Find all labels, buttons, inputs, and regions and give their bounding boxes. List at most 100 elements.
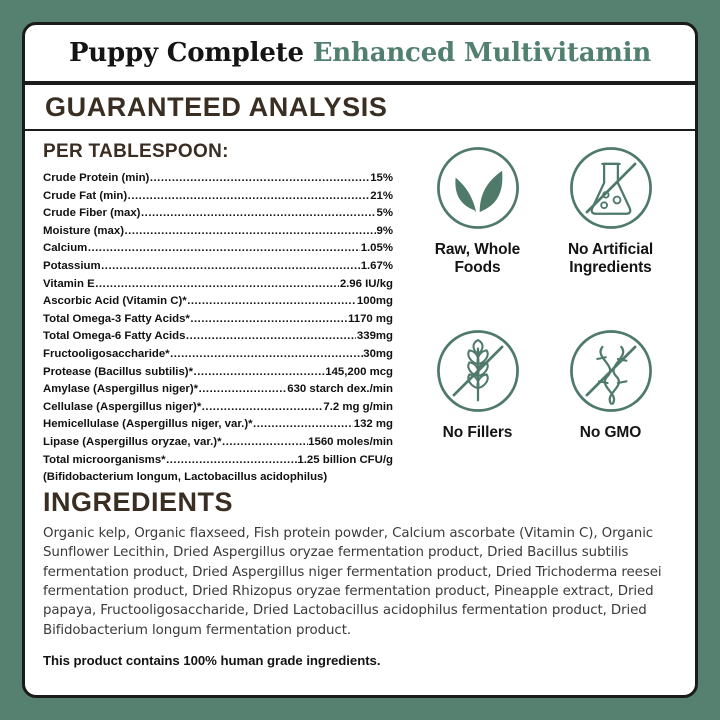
badge-label-line1: No GMO: [579, 423, 642, 441]
analysis-nutrient-value: 1.25 billion CFU/g: [297, 453, 393, 466]
analysis-nutrient-name: Calcium: [43, 242, 88, 255]
dot-leader: ........................................…: [190, 312, 348, 325]
analysis-row: Crude Fiber (max).......................…: [43, 205, 393, 223]
dot-leader: ........................................…: [170, 347, 363, 360]
dot-leader: ........................................…: [198, 383, 287, 396]
analysis-row: Total microorganisms*...................…: [43, 452, 393, 470]
dot-leader: ........................................…: [201, 400, 323, 413]
analysis-row: Hemicellulase (Aspergillus niger, var.)*…: [43, 416, 393, 434]
analysis-nutrient-value: 132 mg: [353, 418, 393, 431]
dot-leader: ........................................…: [140, 207, 376, 220]
analysis-row: Lipase (Aspergillus oryzae, var.)*......…: [43, 434, 393, 452]
analysis-row: Fructooligosaccharide*..................…: [43, 346, 393, 364]
analysis-row: Potassium...............................…: [43, 258, 393, 276]
badge-label-line2: Ingredients: [569, 259, 652, 276]
guaranteed-analysis-footnote: (Bifidobacterium longum, Lactobacillus a…: [43, 471, 328, 484]
no-dna-icon: [568, 328, 654, 419]
analysis-nutrient-value: 21%: [370, 189, 393, 202]
supplement-label-card: Puppy Complete Enhanced Multivitamin GUA…: [22, 22, 698, 698]
badge-label-line1: No Fillers: [442, 423, 513, 441]
badge-raw-whole-foods: Raw, Whole Foods: [411, 145, 544, 322]
badge-label-line1: No Artificial: [567, 241, 654, 258]
dot-leader: ........................................…: [185, 330, 356, 343]
product-title-band: Puppy Complete Enhanced Multivitamin: [25, 25, 695, 85]
dot-leader: ........................................…: [101, 259, 361, 272]
no-wheat-icon: [435, 328, 521, 419]
badge-no-fillers: No Fillers: [411, 328, 544, 487]
badge-label: No Artificial Ingredients: [568, 241, 653, 277]
product-name: Puppy Complete: [68, 38, 304, 68]
guaranteed-analysis-band: GUARANTEED ANALYSIS: [25, 85, 695, 131]
analysis-row: Moisture (max)..........................…: [43, 223, 393, 241]
analysis-nutrient-name: Lipase (Aspergillus oryzae, var.)*: [43, 435, 222, 448]
analysis-nutrient-value: 15%: [370, 172, 393, 184]
analysis-nutrient-name: Crude Fat (min): [43, 189, 128, 202]
analysis-nutrient-value: 339mg: [356, 330, 393, 343]
analysis-nutrient-value: 1.05%: [360, 242, 393, 255]
analysis-nutrient-value: 30mg: [363, 347, 393, 360]
label-body: PER TABLESPOON: Crude Protein (min).....…: [25, 131, 695, 695]
ingredients-body: Organic kelp, Organic flaxseed, Fish pro…: [43, 525, 662, 638]
dot-leader: ........................................…: [127, 189, 370, 202]
badge-label: No GMO: [579, 423, 642, 442]
page-title: Puppy Complete Enhanced Multivitamin: [69, 38, 651, 68]
guaranteed-analysis-list: Crude Protein (min).....................…: [43, 170, 393, 469]
badge-label: No Fillers: [443, 424, 513, 442]
guaranteed-analysis-heading: GUARANTEED ANALYSIS: [45, 91, 388, 122]
ingredients-footnote: This product contains 100% human grade i…: [43, 653, 381, 669]
analysis-nutrient-name: Total Omega-6 Fatty Acids: [43, 330, 186, 343]
dot-leader: ........................................…: [222, 435, 308, 448]
analysis-row: Ascorbic Acid (Vitamin C)*..............…: [43, 293, 393, 311]
analysis-row: Total Omega-3 Fatty Acids*..............…: [43, 311, 393, 329]
analysis-row: Calcium.................................…: [43, 240, 393, 258]
analysis-nutrient-name: Protease (Bacillus subtilis)*: [43, 365, 194, 378]
analysis-row: Protease (Bacillus subtilis)*...........…: [43, 364, 393, 382]
analysis-nutrient-value: 1560 moles/min: [308, 435, 393, 448]
analysis-nutrient-name: Potassium: [43, 259, 101, 272]
analysis-nutrient-value: 100mg: [356, 295, 393, 308]
analysis-nutrient-name: Crude Fiber (max): [43, 207, 141, 220]
analysis-row: Crude Protein (min).....................…: [43, 170, 393, 188]
no-flask-icon: [568, 145, 654, 236]
analysis-row: Crude Fat (min).........................…: [43, 188, 393, 206]
analysis-nutrient-name: Ascorbic Acid (Vitamin C)*: [43, 295, 187, 308]
analysis-nutrient-value: 1170 mg: [348, 312, 393, 325]
dot-leader: ........................................…: [253, 418, 354, 431]
analysis-row: Vitamin E...............................…: [43, 276, 393, 294]
dot-leader: ........................................…: [166, 453, 297, 466]
badge-label-line2: Foods: [454, 259, 501, 276]
analysis-nutrient-value: 630 starch dex./min: [287, 383, 393, 396]
dot-leader: ........................................…: [87, 242, 361, 255]
analysis-nutrient-name: Cellulase (Aspergillus niger)*: [43, 400, 202, 413]
analysis-and-badges-row: PER TABLESPOON: Crude Protein (min).....…: [43, 131, 677, 487]
analysis-column: PER TABLESPOON: Crude Protein (min).....…: [43, 141, 393, 487]
analysis-nutrient-value: 7.2 mg g/min: [323, 400, 393, 413]
badge-no-artificial-ingredients: No Artificial Ingredients: [544, 145, 677, 322]
badge-label: Raw, Whole Foods: [434, 241, 521, 277]
dot-leader: ........................................…: [149, 172, 370, 184]
analysis-nutrient-name: Fructooligosaccharide*: [43, 347, 170, 360]
analysis-nutrient-name: Vitamin E: [43, 277, 95, 290]
product-subtitle: Enhanced Multivitamin: [312, 38, 652, 68]
analysis-nutrient-name: Total Omega-3 Fatty Acids*: [43, 312, 190, 325]
ingredients-section: INGREDIENTS Organic kelp, Organic flaxse…: [43, 487, 677, 672]
analysis-nutrient-name: Moisture (max): [43, 224, 125, 237]
dot-leader: ........................................…: [187, 295, 356, 308]
dot-leader: ........................................…: [124, 224, 377, 237]
analysis-nutrient-value: 9%: [376, 224, 393, 237]
certification-badges: Raw, Whole Foods: [393, 141, 677, 487]
badge-label-line1: Raw, Whole: [434, 241, 521, 258]
analysis-nutrient-name: Hemicellulase (Aspergillus niger, var.)*: [43, 418, 253, 431]
dot-leader: ........................................…: [193, 365, 325, 378]
analysis-nutrient-name: Total microorganisms*: [43, 453, 166, 466]
badge-no-gmo: No GMO: [544, 328, 677, 487]
analysis-row: Cellulase (Aspergillus niger)*..........…: [43, 399, 393, 417]
analysis-row: Amylase (Aspergillus niger)*............…: [43, 381, 393, 399]
dot-leader: ........................................…: [95, 277, 340, 290]
analysis-nutrient-value: 2.96 IU/kg: [339, 277, 393, 290]
serving-size-label: PER TABLESPOON:: [43, 141, 229, 162]
leaves-icon: [435, 145, 521, 236]
analysis-nutrient-value: 5%: [376, 207, 393, 220]
analysis-nutrient-name: Crude Protein (min): [43, 172, 150, 184]
analysis-nutrient-value: 1.67%: [360, 259, 393, 272]
